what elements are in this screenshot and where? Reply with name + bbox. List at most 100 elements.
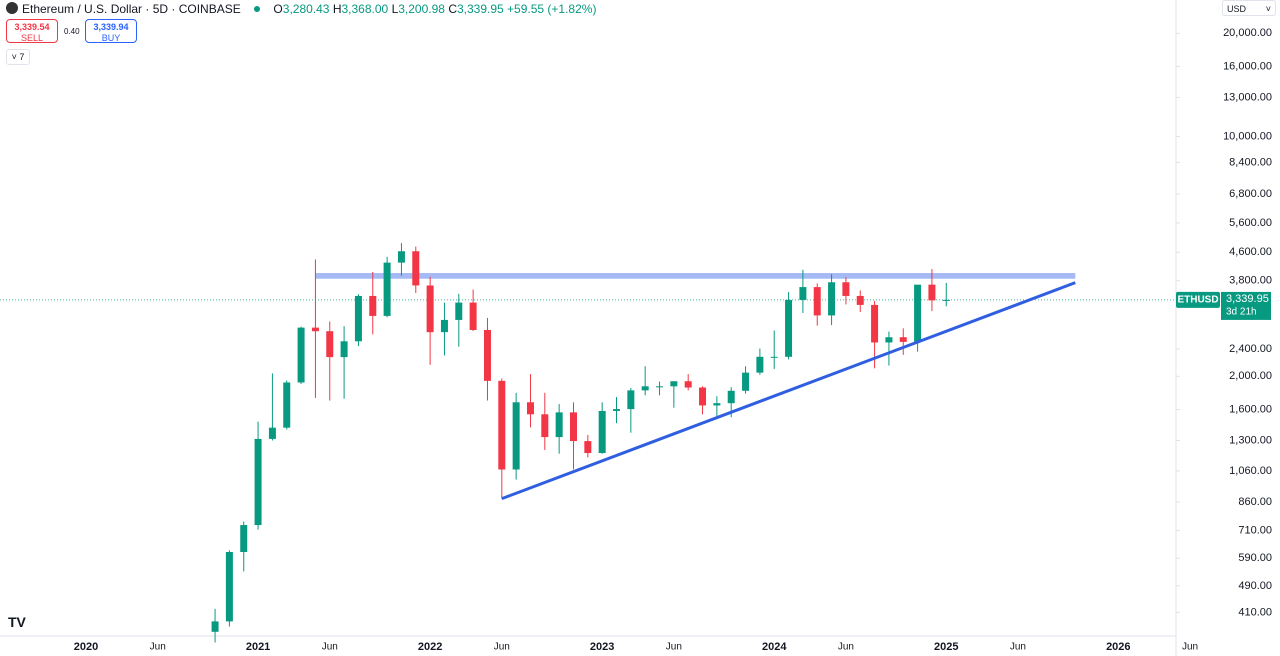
sell-button[interactable]: 3,339.54 SELL	[6, 19, 58, 43]
high: 3,368.00	[341, 2, 389, 16]
candle-body	[555, 412, 563, 438]
candle-body	[340, 341, 348, 358]
candle-body	[684, 381, 692, 388]
low-label: L	[391, 2, 399, 16]
candle-body	[455, 302, 463, 320]
candle-body	[412, 251, 420, 286]
symbol: Ethereum / U.S. Dollar · 5D · COINBASE	[22, 2, 241, 16]
candle-body	[813, 287, 821, 316]
candle-body	[699, 387, 707, 406]
candle-body	[498, 380, 506, 470]
trendline	[501, 281, 1076, 501]
candle-body	[354, 295, 362, 342]
y-tick-label: 20,000.00	[1223, 27, 1272, 39]
candle-body	[713, 403, 721, 406]
x-tick-label: 2025	[934, 641, 958, 653]
candle-body	[871, 304, 879, 343]
x-tick-label: Jun	[1182, 642, 1198, 653]
candle-body	[942, 299, 950, 301]
y-tick-label: 3,800.00	[1229, 275, 1272, 287]
y-tick-label: 2,400.00	[1229, 343, 1272, 355]
status-dot	[254, 6, 261, 12]
x-tick-label: 2020	[74, 641, 98, 653]
x-tick-label: Jun	[838, 642, 854, 653]
symbol-icon	[6, 2, 18, 14]
y-tick-label: 4,600.00	[1229, 246, 1272, 258]
y-tick-label: 590.00	[1238, 552, 1272, 564]
price-tag	[1221, 291, 1271, 320]
candle-body	[383, 262, 391, 316]
open-label: O	[273, 2, 283, 16]
candle-body	[240, 525, 248, 553]
sell-price: 3,339.54	[14, 22, 50, 32]
y-tick-label: 6,800.00	[1229, 188, 1272, 200]
candle-body	[742, 372, 750, 391]
y-tick-label: 1,060.00	[1229, 465, 1272, 477]
candle-body	[225, 552, 233, 622]
candle-body	[397, 251, 405, 263]
candle-body	[670, 381, 678, 387]
y-tick-label: 490.00	[1238, 580, 1272, 592]
y-tick-label: 10,000.00	[1223, 130, 1272, 142]
candle-body	[483, 329, 491, 381]
candle-body	[512, 402, 520, 470]
buy-label: BUY	[101, 33, 121, 43]
candle-body	[799, 287, 807, 300]
candle-body	[211, 621, 219, 632]
candle-body	[326, 331, 334, 358]
candle-body	[785, 299, 793, 357]
candle-body	[311, 327, 319, 332]
candle-body	[641, 386, 649, 391]
x-tick-label: 2026	[1106, 641, 1130, 653]
y-tick-label: 710.00	[1238, 525, 1272, 537]
candle-body	[297, 327, 305, 383]
resistance-zone	[315, 273, 1076, 279]
high-label: H	[332, 2, 342, 16]
x-tick-label: 2022	[418, 641, 442, 653]
close: 3,339.95	[456, 2, 504, 16]
y-tick-label: 410.00	[1238, 606, 1272, 618]
candle-body	[541, 414, 549, 438]
candle-body	[914, 284, 922, 342]
x-tick-label: Jun	[494, 642, 510, 653]
candle-body	[440, 319, 448, 333]
y-tick-label: 1,600.00	[1229, 403, 1272, 415]
indicators-toggle[interactable]: ˅ 7	[6, 49, 30, 65]
legend-line: Ethereum / U.S. Dollar · 5D · COINBASE O…	[22, 2, 596, 16]
candle-body	[627, 390, 635, 410]
y-tick-label: 2,000.00	[1229, 370, 1272, 382]
x-tick-label: Jun	[150, 642, 166, 653]
candle-body	[656, 386, 664, 388]
x-tick-label: Jun	[666, 642, 682, 653]
y-tick-label: 13,000.00	[1223, 91, 1272, 103]
candle-body	[928, 284, 936, 301]
y-tick-label: 5,600.00	[1229, 217, 1272, 229]
low: 3,200.98	[398, 2, 445, 16]
y-tick-label: 16,000.00	[1223, 60, 1272, 72]
candle-body	[268, 427, 276, 439]
sell-label: SELL	[20, 33, 44, 43]
x-tick-label: Jun	[1010, 642, 1026, 653]
open: 3,280.43	[282, 2, 330, 16]
x-tick-label: 2021	[246, 641, 270, 653]
candle-body	[526, 402, 534, 415]
y-tick-label: 860.00	[1238, 496, 1272, 508]
candle-body	[283, 382, 291, 428]
candle-body	[426, 285, 434, 333]
candle-body	[828, 282, 836, 316]
candle-body	[369, 295, 377, 316]
buy-price: 3,339.94	[93, 22, 129, 32]
candle-body	[598, 410, 606, 454]
currency-selector[interactable]: USD ˅	[1222, 0, 1276, 16]
indicators-count: 7	[19, 52, 25, 62]
candle-body	[569, 412, 577, 442]
last-price-label: 3,339.95	[1226, 293, 1269, 305]
candle-body	[613, 409, 621, 411]
currency: USD	[1227, 4, 1247, 14]
ticker-label: ETHUSD	[1177, 295, 1218, 306]
candle-body	[856, 295, 864, 305]
spread: 0.40	[64, 27, 80, 36]
buy-button[interactable]: 3,339.94 BUY	[85, 19, 137, 43]
